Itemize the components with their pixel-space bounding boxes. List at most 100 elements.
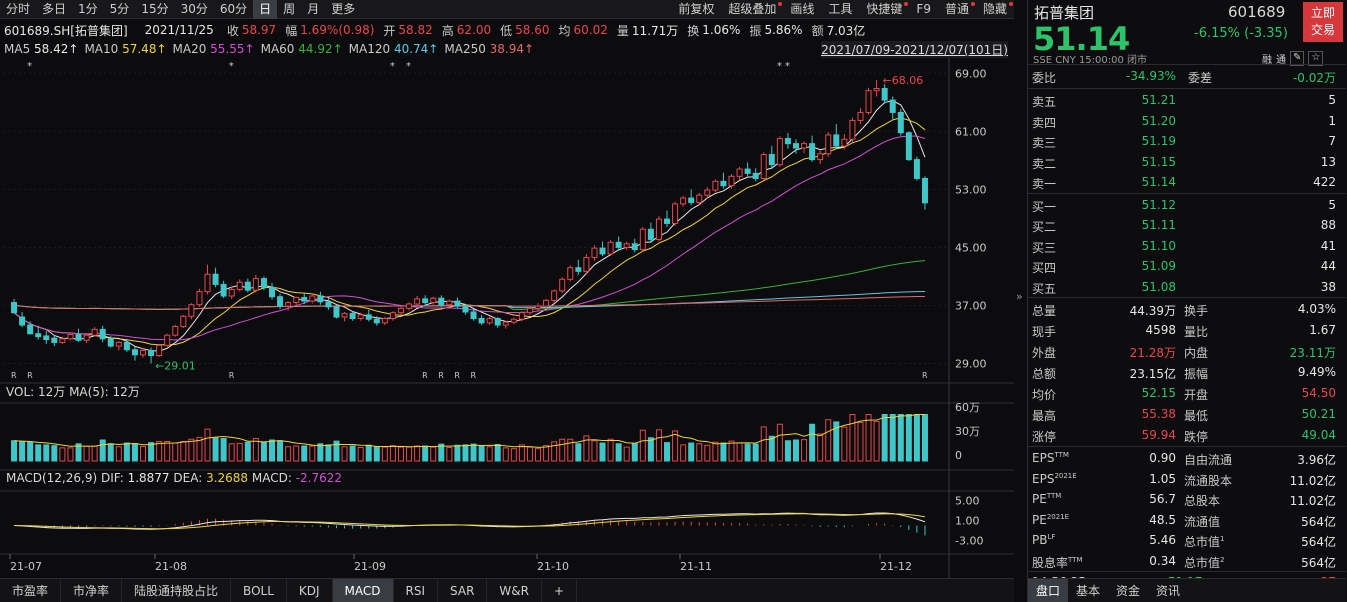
collapse-panel-icon[interactable]: »: [1016, 290, 1023, 303]
toolbar-tool-5[interactable]: F9: [916, 1, 931, 16]
timeframe-4[interactable]: 15分: [141, 1, 169, 16]
divider: [1028, 64, 1346, 65]
indicator-tab-7[interactable]: SAR: [438, 578, 488, 602]
volume-bar: [51, 445, 58, 462]
timeframe-5[interactable]: 30分: [180, 1, 208, 16]
candle-body: [607, 241, 614, 255]
candle-body: [317, 295, 324, 303]
timeframe-0[interactable]: 分时: [6, 1, 31, 16]
toolbar-tool-4[interactable]: 快捷键: [859, 0, 909, 19]
candle-body: [801, 143, 808, 149]
candle-body: [293, 296, 300, 304]
volume-bar: [196, 436, 203, 462]
y-tick-label: 61.00: [955, 125, 987, 138]
volume-title: VOL: 12万 MA(5): 12万: [6, 385, 140, 399]
candle-body: [615, 241, 622, 248]
indicator-tab-4[interactable]: KDJ: [287, 578, 333, 602]
indicator-tab-2[interactable]: 陆股通持股占比: [122, 578, 232, 602]
candle: [494, 317, 501, 328]
volume-bar: [704, 444, 711, 462]
candle: [277, 293, 284, 310]
stock-tag-2[interactable]: ✎: [1290, 51, 1305, 66]
candle-body: [325, 301, 332, 308]
bid-row-5: 买五 51.08 38: [1028, 277, 1346, 298]
candle: [575, 259, 582, 275]
candle-body: [680, 197, 687, 205]
volume-bar: [615, 443, 622, 462]
indicator-tab-5[interactable]: MACD: [332, 578, 394, 602]
volume-bar: [75, 443, 82, 462]
price-change: -6.15% (-3.35): [1194, 26, 1288, 41]
diff-value: -0.02万: [1292, 71, 1336, 85]
candle-body: [75, 333, 82, 341]
indicator-tab-9[interactable]: +: [542, 578, 578, 602]
candle: [252, 274, 259, 293]
candle: [599, 241, 606, 257]
quote-panel: 拓普集团 601689 立即 交易 51.14 -6.15% (-3.35) SS…: [1027, 0, 1347, 602]
indicator-tab-8[interactable]: W&R: [487, 578, 542, 602]
candle-body: [623, 243, 630, 248]
indicator-tab-0[interactable]: 市盈率: [0, 578, 62, 602]
ratio-value: -34.93%: [1125, 69, 1176, 83]
candle-body: [478, 318, 485, 324]
fin-value: 11.02亿: [1289, 473, 1336, 488]
candle: [422, 295, 429, 307]
candle: [91, 327, 98, 336]
volume-bar: [744, 443, 751, 462]
volume-bar: [696, 443, 703, 462]
timeframe-3[interactable]: 5分: [109, 1, 130, 16]
volume-bar: [35, 444, 42, 462]
chart-canvas[interactable]: 69.00 61.00 53.00 45.00 37.00 29.00 ←68.06 ←29.…: [0, 58, 1014, 578]
toolbar-tool-0[interactable]: 前复权: [678, 1, 715, 16]
candle: [510, 317, 517, 325]
fin-label: PE2021E: [1032, 512, 1070, 527]
candle: [543, 298, 550, 309]
timeframe-10[interactable]: 更多: [331, 1, 356, 16]
candle: [470, 309, 477, 321]
candle: [35, 325, 42, 340]
toolbar-tool-3[interactable]: 工具: [828, 1, 853, 16]
indicator-tab-1[interactable]: 市净率: [61, 578, 123, 602]
toolbar-tool-6[interactable]: 普通: [938, 0, 976, 19]
event-r-marker: R: [229, 371, 235, 380]
event-star-marker: *: [27, 61, 32, 72]
volume-bar: [83, 445, 90, 462]
ma250-line: [13, 295, 925, 310]
timeframe-1[interactable]: 多日: [42, 1, 67, 16]
fin-label-sup: 2021E: [1046, 512, 1070, 521]
timeframe-9[interactable]: 月: [307, 1, 320, 16]
toolbar-tool-2[interactable]: 画线: [790, 1, 815, 16]
date-range-selector[interactable]: 2021/07/09-2021/12/07(101日): [821, 41, 1008, 58]
quote-tab-2[interactable]: 资金: [1116, 584, 1141, 598]
timeframe-8[interactable]: 周: [283, 1, 296, 16]
toolbar-tool-7[interactable]: 隐藏: [976, 0, 1014, 19]
trade-now-button[interactable]: 立即 交易: [1303, 2, 1343, 42]
candle: [825, 132, 832, 157]
indicator-tab-6[interactable]: RSI: [394, 578, 439, 602]
ask-label: 卖二: [1032, 156, 1057, 171]
dif-value: 1.8877: [128, 471, 174, 485]
ma-legend-ma120: MA120 40.74↑: [349, 42, 439, 56]
candle-body: [849, 119, 856, 140]
fin-label: 流通值: [1184, 514, 1221, 529]
candle: [760, 152, 767, 180]
diff-label: 委差: [1188, 71, 1213, 85]
timeframe-7[interactable]: 日: [253, 0, 278, 19]
open-value: 58.82: [398, 23, 433, 37]
indicator-tabs: 市盈率 市净率 陆股通持股占比 BOLL KDJ MACD RSI SAR W&R +: [0, 578, 1014, 602]
quote-tab-0[interactable]: 盘口: [1028, 579, 1069, 602]
indicator-tab-3[interactable]: BOLL: [231, 578, 287, 602]
quote-tab-3[interactable]: 资讯: [1156, 584, 1181, 598]
candle-body: [591, 247, 598, 259]
timeframe-2[interactable]: 1分: [78, 1, 98, 16]
candle-body: [865, 90, 872, 113]
quote-tab-1[interactable]: 基本: [1076, 584, 1101, 598]
volume-bar: [776, 423, 783, 462]
volume-bar: [736, 442, 743, 462]
high-label: 高: [441, 23, 454, 38]
stock-tag-3[interactable]: ☆: [1308, 51, 1324, 66]
timeframe-6[interactable]: 60分: [219, 1, 248, 16]
fin-label-sup: TTM: [1046, 492, 1062, 500]
toolbar-tool-1[interactable]: 超级叠加: [721, 0, 783, 19]
candle-body: [244, 281, 251, 291]
